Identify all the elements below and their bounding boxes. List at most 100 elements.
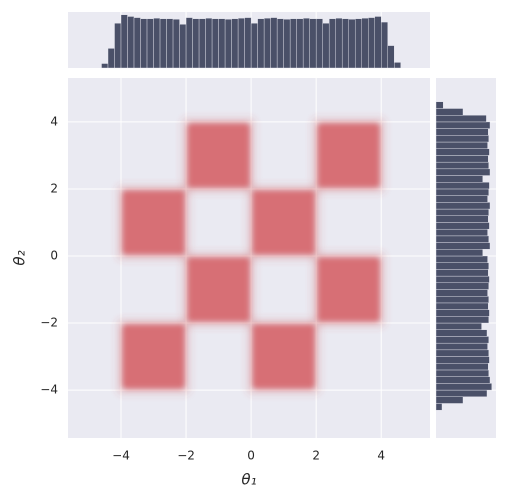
- y-hist-bar: [435, 376, 491, 384]
- x-hist-bar: [315, 18, 323, 69]
- x-tick-label: −2: [177, 449, 195, 463]
- y-hist-bar: [435, 175, 483, 183]
- y-hist-bar: [435, 155, 489, 163]
- y-hist-bar: [435, 208, 489, 216]
- y-tick-label: 4: [50, 114, 58, 128]
- x-hist-bar: [107, 48, 115, 69]
- x-hist-bar: [309, 18, 317, 69]
- x-hist-bar: [166, 18, 174, 69]
- x-tick-label: −4: [112, 449, 130, 463]
- density-cell: [252, 189, 316, 255]
- x-hist-bar: [381, 21, 388, 69]
- density-cell: [187, 256, 251, 323]
- density-cell: [252, 324, 316, 390]
- y-hist-bar: [435, 161, 489, 170]
- density-layer: [115, 115, 388, 397]
- x-hist-bar: [192, 18, 200, 69]
- y-hist-bar: [435, 195, 488, 203]
- y-hist-bar: [435, 235, 489, 243]
- x-hist-bar: [218, 18, 226, 69]
- y-tick-label: −2: [40, 316, 58, 330]
- x-hist-bar: [179, 24, 187, 69]
- x-hist-bar: [361, 17, 369, 69]
- x-hist-bar: [185, 17, 193, 69]
- x-hist-bar: [394, 62, 401, 69]
- x-hist-bar: [172, 19, 180, 69]
- x-tick-label: 2: [312, 449, 320, 463]
- y-hist-bar: [435, 289, 488, 297]
- x-hist-bar: [283, 19, 291, 69]
- x-axis-label: θ₁: [241, 471, 256, 489]
- y-hist-bar: [435, 148, 490, 156]
- x-tick-label: 4: [377, 449, 385, 463]
- y-hist-bar: [435, 182, 490, 190]
- x-hist-bar: [263, 17, 271, 69]
- y-hist-bar: [435, 316, 489, 324]
- y-tick-label: −4: [40, 383, 58, 397]
- y-hist-bar: [435, 275, 490, 284]
- x-hist-bar: [224, 19, 232, 69]
- y-hist-bar: [435, 269, 489, 277]
- y-hist-bar: [435, 322, 482, 330]
- x-hist-bar: [289, 18, 297, 69]
- x-hist-bar: [198, 18, 206, 69]
- x-hist-bar: [250, 23, 258, 69]
- x-hist-bar: [374, 16, 382, 69]
- y-hist-bar: [435, 363, 489, 371]
- x-hist-bar: [153, 17, 161, 69]
- x-hist-bar: [354, 18, 362, 69]
- y-hist-bar: [435, 336, 489, 344]
- x-hist-bar: [276, 18, 284, 69]
- x-hist-bar: [328, 18, 336, 69]
- y-hist-bar: [435, 282, 489, 290]
- y-hist-bar: [435, 342, 488, 351]
- x-hist-bar: [133, 17, 141, 69]
- y-axis-label: θ₂: [11, 250, 29, 265]
- density-cell: [122, 324, 186, 390]
- y-hist-bar: [435, 369, 489, 377]
- y-hist-bar: [435, 262, 489, 270]
- y-hist-bar: [435, 228, 488, 237]
- y-hist-bar: [435, 302, 489, 310]
- y-hist-bar: [435, 202, 491, 210]
- y-hist-bar: [435, 296, 489, 304]
- y-hist-bar: [435, 242, 491, 250]
- x-hist-bar: [348, 19, 356, 69]
- y-hist-bar: [435, 356, 490, 364]
- x-hist-bar: [296, 18, 304, 69]
- y-hist-bar: [435, 396, 464, 404]
- y-hist-bar: [435, 135, 489, 143]
- x-hist-bar: [101, 63, 109, 69]
- x-hist-bar: [205, 17, 213, 69]
- y-hist-bar: [435, 188, 489, 196]
- y-hist-bar: [435, 128, 489, 136]
- x-hist-bar: [368, 17, 375, 69]
- y-hist-bar: [435, 389, 488, 397]
- y-hist-bar: [435, 168, 491, 176]
- density-cell: [317, 256, 381, 323]
- x-hist-bar: [237, 17, 245, 69]
- x-hist-bar: [146, 18, 154, 69]
- density-cell: [187, 122, 251, 188]
- x-hist-bar: [120, 14, 128, 69]
- y-hist-bar: [435, 249, 483, 257]
- y-hist-bar: [435, 403, 443, 411]
- x-hist-bar: [322, 23, 330, 69]
- y-hist-bar: [435, 329, 488, 337]
- x-hist-bar: [231, 18, 239, 69]
- y-hist-bar: [435, 309, 490, 317]
- x-hist-bar: [211, 18, 219, 69]
- x-hist-bar: [114, 23, 122, 69]
- x-hist-bar: [270, 17, 278, 69]
- x-hist-bar: [244, 17, 252, 69]
- x-hist-bar: [257, 18, 265, 69]
- y-hist-bar: [435, 255, 488, 263]
- density-cell: [122, 189, 186, 255]
- x-hist-bar: [159, 18, 167, 69]
- y-hist-bar: [435, 115, 487, 123]
- x-tick-label: 0: [247, 449, 255, 463]
- x-hist-bar: [335, 17, 343, 69]
- y-tick-label: 0: [50, 248, 58, 262]
- y-hist-bar: [435, 215, 489, 223]
- x-hist-bar: [127, 16, 135, 69]
